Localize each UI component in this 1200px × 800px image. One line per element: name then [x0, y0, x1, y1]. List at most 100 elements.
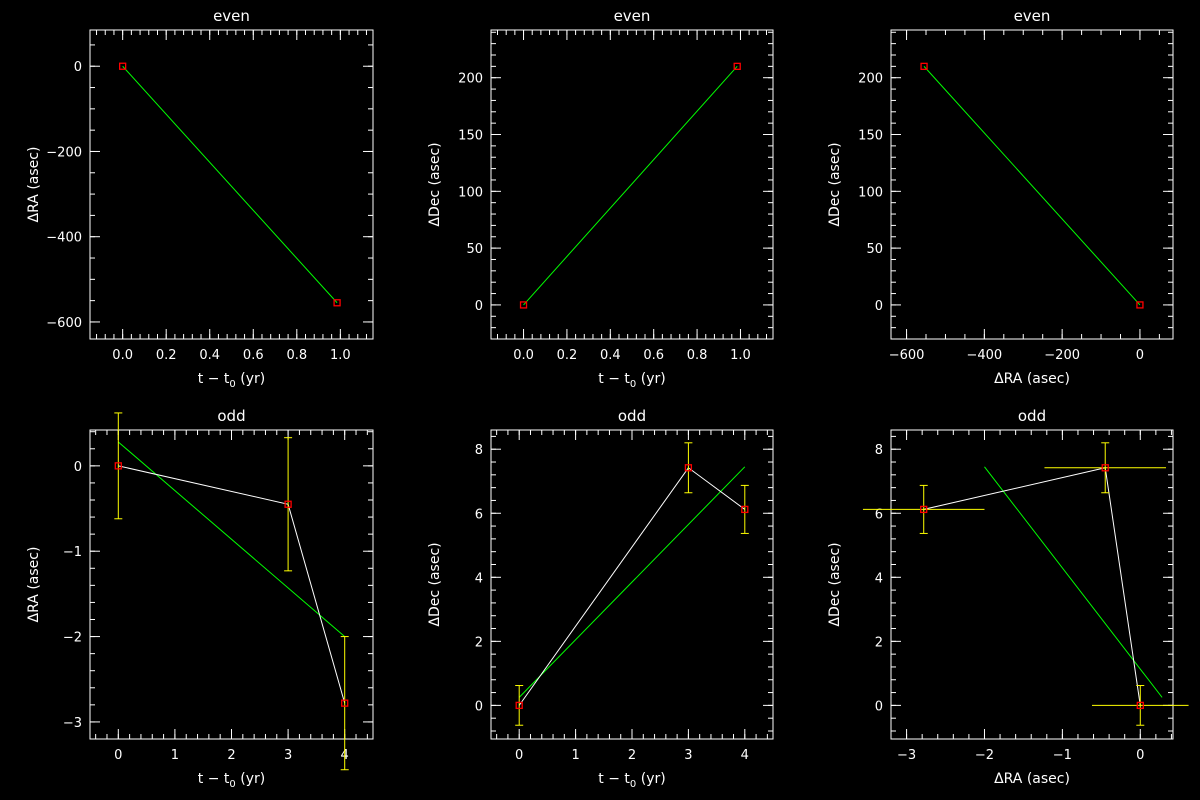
plot-frame: [490, 29, 774, 340]
data-line: [923, 467, 1141, 706]
y-tick-label: 0: [475, 299, 483, 314]
x-axis-label: ΔRA (asec): [994, 771, 1070, 787]
chart-title: even: [213, 7, 250, 25]
data-point: [333, 299, 341, 307]
x-axis-label-main: ΔRA (asec): [994, 771, 1070, 787]
chart-title: even: [614, 7, 651, 25]
x-axis-label-unit: (yr): [636, 771, 665, 787]
y-axis-label: ΔDec (asec): [427, 142, 443, 226]
x-axis-label: ΔRA (asec): [994, 371, 1070, 387]
y-tick-label: −1: [63, 545, 82, 560]
y-axis-label: ΔDec (asec): [827, 542, 843, 626]
y-tick-label: 2: [875, 635, 883, 650]
data-point: [341, 699, 349, 707]
y-axis-label: ΔRA (asec): [26, 547, 42, 623]
x-axis-label-subscript: 0: [630, 379, 636, 390]
x-tick-label: 0.0: [513, 348, 534, 363]
y-tick-label: −600: [46, 316, 82, 331]
y-tick-label: 8: [875, 443, 883, 458]
data-point: [920, 505, 928, 514]
data-line: [118, 465, 346, 704]
y-tick-label: 0: [875, 299, 883, 314]
y-tick-label: −3: [63, 716, 82, 731]
data-point: [920, 62, 928, 71]
chart-title: odd: [1018, 407, 1046, 425]
x-tick-label: 2: [227, 748, 235, 763]
x-tick-label: 2: [628, 748, 636, 763]
data-point: [1136, 701, 1144, 710]
x-tick-label: 3: [284, 748, 292, 763]
panel-1: even 0.0 0.2 0.4 0.6 0.8 1.0 0 −200 −400 −600 t − t…: [26, 7, 374, 390]
panel-3: even −600 −400 −200 0 0 50 100 150 200 ΔRA (asec) Δ…: [827, 7, 1174, 387]
data-point: [684, 464, 693, 472]
x-tick-label: 0.6: [243, 348, 264, 363]
data-point: [114, 462, 122, 470]
x-axis-label-unit: (yr): [236, 371, 265, 387]
x-tick-label: 0.0: [112, 348, 133, 363]
data-point: [519, 301, 528, 309]
chart-title: odd: [618, 407, 646, 425]
fit-line: [117, 441, 346, 637]
plot-frame: [89, 29, 374, 340]
y-tick-label: 200: [858, 72, 883, 87]
x-tick-label: 0.8: [687, 348, 708, 363]
y-axis-label: ΔRA (asec): [26, 147, 42, 223]
fit-line: [523, 66, 738, 306]
y-tick-label: −400: [46, 231, 82, 246]
x-axis-label-subscript: 0: [630, 779, 636, 790]
x-tick-label: −200: [1044, 348, 1080, 363]
data-point: [284, 500, 292, 508]
x-axis-label-main: ΔRA (asec): [994, 371, 1070, 387]
y-tick-label: 150: [458, 129, 483, 144]
data-point: [119, 62, 127, 70]
x-tick-label: −600: [889, 348, 925, 363]
plot-frame: [890, 429, 1174, 740]
data-point: [515, 701, 523, 710]
y-tick-label: 150: [858, 129, 883, 144]
y-tick-label: 0: [74, 460, 82, 475]
y-tick-label: 50: [466, 242, 483, 257]
y-tick-label: 100: [458, 185, 483, 200]
x-tick-label: 1.0: [730, 348, 751, 363]
y-axis-label: ΔDec (asec): [427, 542, 443, 626]
y-tick-label: 50: [866, 242, 883, 257]
y-tick-label: −2: [63, 631, 82, 646]
x-tick-label: 0.6: [643, 348, 664, 363]
chart-title: odd: [217, 407, 245, 425]
x-axis-label: t − t0 (yr): [598, 371, 665, 390]
data-point: [741, 505, 749, 514]
x-tick-label: 0: [114, 748, 122, 763]
x-axis-label-main: t − t: [198, 371, 230, 387]
x-axis-label-unit: (yr): [236, 771, 265, 787]
x-tick-label: 0: [1136, 748, 1144, 763]
x-tick-label: 1.0: [330, 348, 351, 363]
y-axis-label: ΔDec (asec): [827, 142, 843, 226]
y-tick-label: 4: [875, 571, 883, 586]
fit-line: [122, 65, 338, 304]
x-tick-label: 1: [571, 748, 579, 763]
x-tick-label: 0.8: [286, 348, 307, 363]
x-tick-label: 0.4: [199, 348, 220, 363]
y-tick-label: 0: [74, 60, 82, 75]
x-tick-label: 0: [1136, 348, 1144, 363]
x-tick-label: −1: [1053, 748, 1072, 763]
x-tick-label: −2: [975, 748, 994, 763]
x-axis-label-subscript: 0: [229, 379, 235, 390]
fit-line: [923, 66, 1141, 306]
x-axis-label-main: t − t: [198, 771, 230, 787]
x-axis-label-unit: (yr): [636, 371, 665, 387]
fit-line: [518, 466, 746, 698]
y-tick-label: 2: [475, 635, 483, 650]
x-tick-label: −3: [897, 748, 916, 763]
data-point: [733, 62, 741, 71]
chart-title: even: [1014, 7, 1051, 25]
y-tick-label: 200: [458, 72, 483, 87]
x-tick-label: 0.2: [156, 348, 177, 363]
x-tick-label: 0: [515, 748, 523, 763]
x-tick-label: 0.4: [600, 348, 621, 363]
plot-frame: [89, 429, 374, 740]
